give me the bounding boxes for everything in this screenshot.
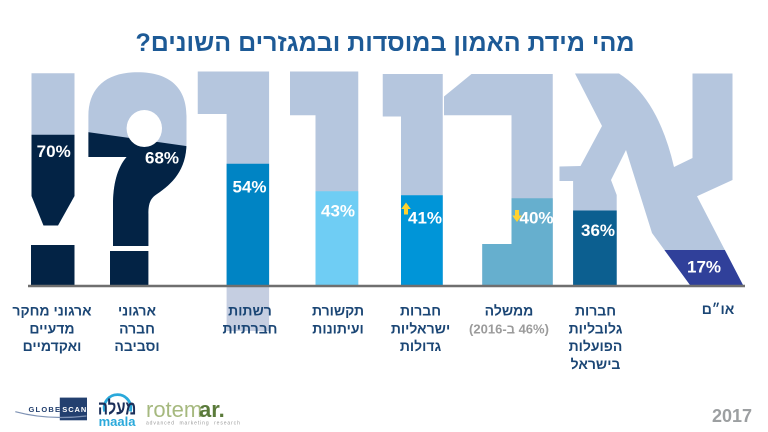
svg-text:(46% ב-2016): (46% ב-2016) (469, 322, 549, 337)
svg-text:מעלה: מעלה (98, 397, 136, 419)
svg-text:54%: 54% (232, 178, 266, 197)
svg-text:70%: 70% (37, 142, 71, 161)
svg-text:advanced marketing research: advanced marketing research (146, 421, 241, 427)
svg-text:maala: maala (99, 414, 137, 429)
svg-text:ואקדמיים: ואקדמיים (23, 338, 82, 354)
svg-text:בישראל: בישראל (571, 356, 621, 372)
svg-text:2017: 2017 (712, 406, 752, 426)
svg-text:SCAN: SCAN (62, 405, 87, 414)
svg-text:תקשורת: תקשורת (312, 303, 364, 319)
svg-text:41%: 41% (408, 209, 442, 228)
svg-text:17%: 17% (687, 257, 721, 276)
svg-text:חברתיות: חברתיות (223, 321, 278, 337)
svg-text:חברות: חברות (575, 303, 616, 319)
svg-text:ארגוני מחקר: ארגוני מחקר (12, 303, 92, 319)
svg-text:68%: 68% (145, 149, 179, 168)
svg-text:חברה: חברה (119, 321, 155, 337)
svg-text:rotem: rotem (146, 397, 202, 422)
svg-text:40%: 40% (519, 209, 553, 228)
svg-text:ועיתונות: ועיתונות (312, 321, 363, 337)
svg-text:43%: 43% (321, 202, 355, 221)
svg-text:חברות: חברות (400, 303, 441, 319)
svg-text:גלובליות: גלובליות (569, 321, 623, 337)
svg-text:או״ם: או״ם (702, 301, 735, 317)
svg-text:גדולות: גדולות (400, 338, 442, 354)
svg-text:רשתות: רשתות (228, 303, 272, 319)
svg-text:ארגוני: ארגוני (118, 303, 157, 319)
svg-text:36%: 36% (581, 221, 615, 240)
svg-text:ar.: ar. (199, 397, 225, 422)
svg-text:GLOBE: GLOBE (29, 405, 62, 414)
svg-text:ממשלה: ממשלה (485, 303, 534, 319)
svg-text:ישראליות: ישראליות (391, 321, 450, 337)
svg-text:וסביבה: וסביבה (114, 338, 159, 354)
svg-text:מהי מידת האמון במוסדות ובמגזרי: מהי מידת האמון במוסדות ובמגזרים השונים? (135, 29, 634, 57)
svg-text:הפועלות: הפועלות (569, 338, 623, 354)
svg-text:מדעיים: מדעיים (29, 321, 74, 337)
